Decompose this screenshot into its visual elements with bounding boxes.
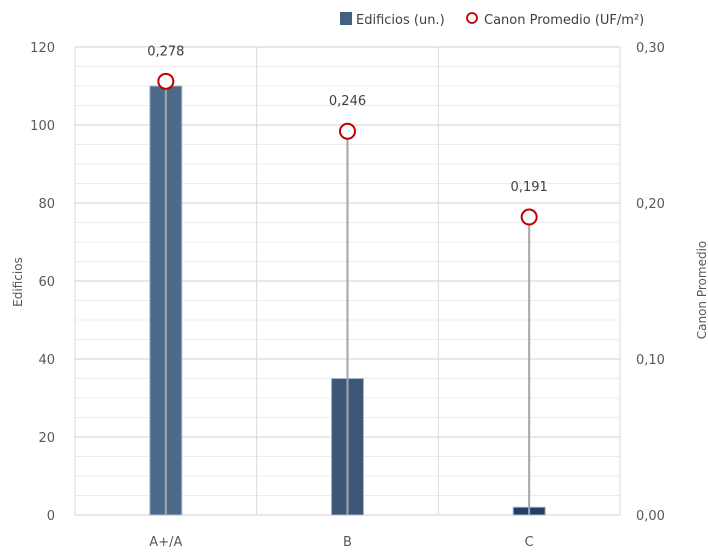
data-label: 0,278	[147, 44, 184, 59]
legend-bar-label: Edificios (un.)	[356, 13, 445, 28]
y-tick-label: 60	[38, 275, 55, 290]
ticks-layer: 0 20 40 60 80 100 120 0,00 0,10 0,20 0,30 A+/A B C	[30, 41, 665, 550]
x-tick-label: C	[525, 535, 534, 548]
marker-point	[520, 208, 538, 226]
x-tick-label: A+/A	[149, 535, 182, 548]
y-tick-label: 40	[38, 353, 55, 368]
bars-layer	[149, 72, 546, 516]
x-tick-label: B	[343, 535, 352, 548]
legend: Edificios (un.) Canon Promedio (UF/m²)	[340, 12, 644, 28]
marker-point	[157, 72, 175, 90]
y2-tick-label: 0,00	[636, 509, 665, 524]
legend-marker-label: Canon Promedio (UF/m²)	[484, 13, 644, 28]
data-label: 0,246	[329, 94, 366, 109]
y2-tick-label: 0,20	[636, 197, 665, 212]
labels-layer: 0,278 0,246 0,191	[147, 44, 548, 195]
legend-marker-swatch	[466, 12, 478, 24]
y2-tick-label: 0,10	[636, 353, 665, 368]
y-tick-label: 120	[30, 41, 55, 56]
y2-axis-title: Canon Promedio	[695, 241, 708, 340]
y-tick-label: 20	[38, 431, 55, 446]
marker-point	[339, 122, 356, 140]
data-label: 0,191	[511, 180, 548, 195]
y-axis-title: Edificios	[11, 257, 25, 307]
y-tick-label: 100	[30, 119, 55, 134]
y2-tick-label: 0,30	[636, 41, 665, 56]
y-tick-label: 0	[47, 509, 55, 524]
legend-bar-swatch	[340, 12, 352, 25]
y-tick-label: 80	[38, 197, 55, 212]
